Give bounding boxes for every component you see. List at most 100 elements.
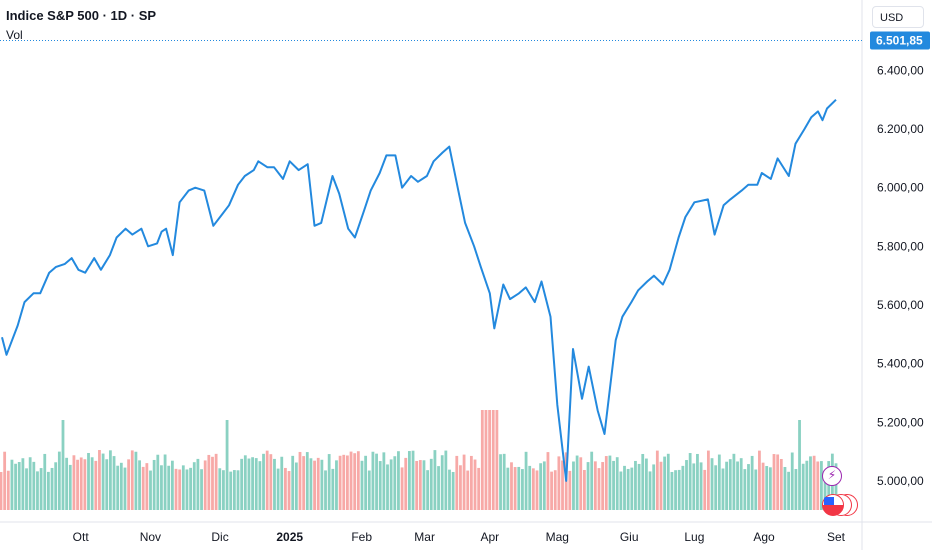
volume-bar	[130, 450, 134, 510]
volume-bar	[367, 470, 371, 510]
volume-bar	[83, 459, 87, 510]
volume-bar	[236, 470, 240, 510]
volume-bar	[768, 467, 772, 510]
volume-bar	[462, 454, 466, 510]
volume-bar	[196, 458, 200, 510]
volume-bar	[258, 461, 262, 510]
symbol-title[interactable]: Indice S&P 500 · 1D · SP	[6, 8, 157, 23]
volume-bar	[298, 451, 302, 510]
volume-bar	[601, 462, 605, 510]
volume-bar	[765, 466, 769, 510]
volume-bar	[499, 454, 502, 510]
x-tick-label: Mar	[414, 530, 435, 544]
volume-bar	[364, 455, 368, 510]
volume-bar	[823, 470, 827, 510]
volume-bar	[422, 460, 426, 510]
volume-bar	[39, 468, 43, 510]
volume-bar	[119, 462, 123, 510]
volume-bar	[65, 457, 69, 510]
volume-bar	[149, 470, 152, 510]
x-tick-label: Dic	[211, 530, 228, 544]
y-tick-label: 6.000,00	[877, 181, 924, 195]
y-tick-label: 5.200,00	[877, 415, 924, 429]
volume-bar	[265, 450, 269, 510]
x-tick-label: Apr	[480, 530, 499, 544]
volume-bar	[426, 470, 430, 510]
volume-bar	[575, 455, 579, 510]
volume-bar	[535, 470, 539, 510]
volume-bar	[181, 465, 185, 510]
volume-bar	[725, 461, 729, 510]
volume-bar	[10, 459, 14, 510]
volume-bar	[448, 469, 451, 510]
y-tick-label: 6.200,00	[877, 122, 924, 136]
volume-bar	[284, 467, 287, 510]
volume-bar	[156, 454, 160, 510]
volume-bar	[670, 471, 674, 510]
volume-bar	[546, 452, 550, 510]
volume-bar	[324, 470, 327, 510]
last-price-badge	[870, 31, 930, 50]
volume-bar	[404, 457, 408, 510]
volume-bar	[345, 455, 349, 510]
volume-bar	[400, 467, 404, 510]
lightning-icon[interactable]: ⚡	[822, 466, 842, 486]
volume-bar	[68, 464, 72, 510]
volume-bar	[98, 450, 101, 510]
volume-bar	[739, 458, 743, 510]
volume-bar	[6, 470, 10, 510]
volume-bar	[812, 455, 816, 510]
volume-bar	[801, 463, 805, 510]
x-tick-label: Set	[827, 530, 846, 544]
volume-bar	[302, 456, 306, 510]
volume-bar	[94, 460, 98, 510]
volume-bar	[116, 465, 120, 510]
volume-bar	[316, 457, 320, 510]
volume-bar	[615, 457, 619, 510]
volume-indicator-label[interactable]: Vol	[6, 28, 23, 42]
volume-bar	[393, 456, 397, 510]
volume-bar	[743, 469, 747, 510]
volume-bar	[583, 469, 586, 510]
volume-bar	[389, 459, 393, 510]
volume-bar	[477, 467, 481, 510]
volume-bar	[728, 459, 732, 510]
volume-bar	[247, 458, 251, 510]
volume-bar	[794, 469, 798, 510]
volume-bar	[123, 467, 127, 510]
volume-bar	[32, 461, 36, 510]
volume-bar	[291, 455, 295, 510]
us-flag-icon[interactable]	[822, 494, 844, 516]
volume-bar	[353, 453, 357, 510]
volume-bar	[287, 471, 291, 510]
volume-bar	[761, 462, 765, 510]
volume-bar	[750, 455, 754, 510]
volume-bar	[652, 464, 656, 510]
volume-bar	[798, 420, 801, 510]
volume-bar	[648, 471, 652, 510]
volume-bar	[17, 462, 21, 510]
volume-bar	[696, 453, 699, 510]
x-tick-label: Lug	[684, 530, 704, 544]
volume-bar	[666, 453, 670, 510]
volume-bar	[659, 461, 663, 510]
volume-bar	[480, 410, 484, 510]
volume-bar	[626, 468, 630, 510]
volume-bar	[630, 467, 634, 510]
volume-bar	[397, 451, 400, 510]
volume-bar	[674, 470, 677, 510]
volume-bar	[327, 454, 331, 510]
volume-bar	[269, 454, 273, 510]
volume-bar	[371, 451, 375, 510]
volume-bar	[72, 455, 76, 510]
volume-bar	[79, 457, 83, 510]
y-tick-label: 6.400,00	[877, 63, 924, 77]
volume-bar	[382, 452, 386, 510]
volume-bar	[276, 468, 280, 510]
volume-bar	[90, 457, 94, 510]
volume-bar	[57, 451, 61, 510]
volume-bar	[469, 455, 473, 510]
currency-button[interactable]: USD	[872, 6, 924, 28]
